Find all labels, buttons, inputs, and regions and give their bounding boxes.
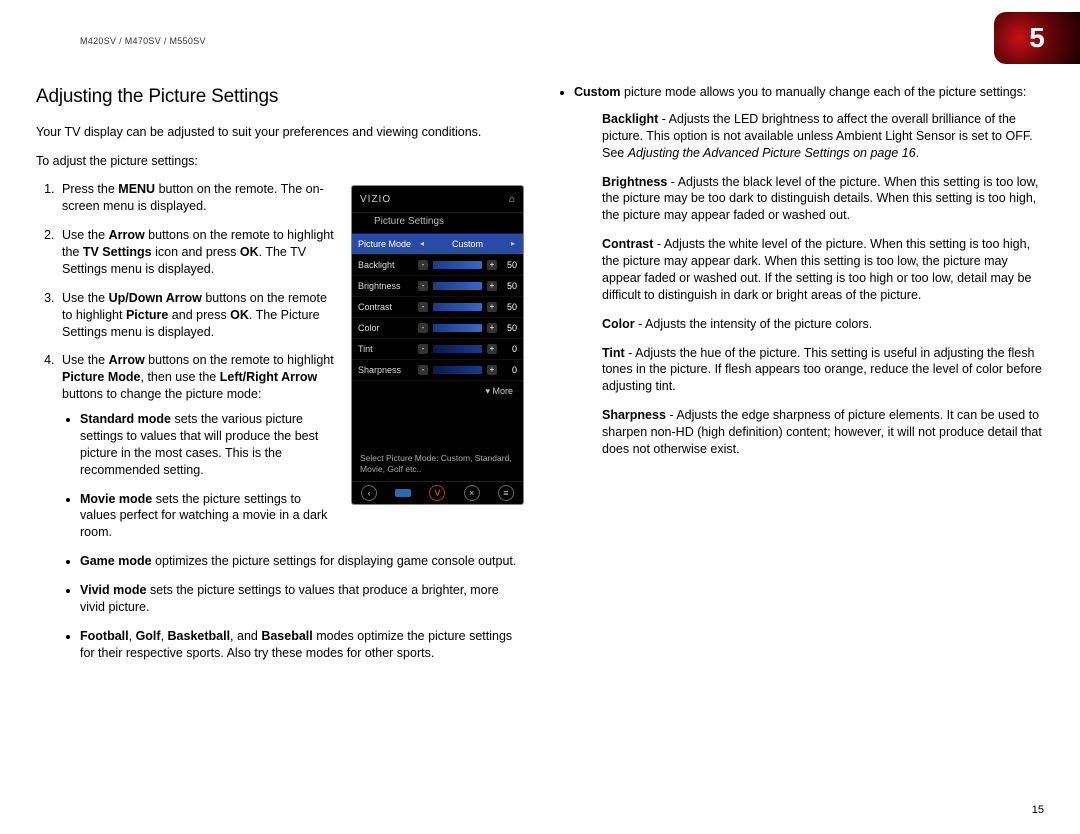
plus-icon: + xyxy=(487,302,497,312)
row-value: 50 xyxy=(501,259,517,271)
row-value: 50 xyxy=(501,301,517,313)
tv-menu-screenshot: VIZIO ⌂ Picture Settings Picture Mode ◂ … xyxy=(351,185,524,505)
row-label: Contrast xyxy=(358,301,414,313)
minus-icon: - xyxy=(418,260,428,270)
slider-bar xyxy=(432,344,483,354)
content-columns: Adjusting the Picture Settings Your TV d… xyxy=(36,84,1044,794)
minus-icon: - xyxy=(418,302,428,312)
close-icon: × xyxy=(464,485,480,501)
plus-icon: + xyxy=(487,260,497,270)
screenshot-bottom-bar: ‹ V × ≡ xyxy=(352,481,523,504)
row-label: Tint xyxy=(358,343,414,355)
setting-sharpness: Sharpness - Adjusts the edge sharpness o… xyxy=(602,407,1044,458)
screenshot-hint: Select Picture Mode: Custom, Standard, M… xyxy=(360,453,515,474)
minus-icon: - xyxy=(418,281,428,291)
intro-paragraph: Your TV display can be adjusted to suit … xyxy=(36,124,524,141)
wifi-icon: ⌂ xyxy=(509,193,515,207)
page-number: 15 xyxy=(1032,804,1044,816)
more-label: More xyxy=(492,386,513,396)
custom-mode-list: Custom picture mode allows you to manual… xyxy=(556,84,1044,101)
row-value: 0 xyxy=(501,364,517,376)
custom-mode-intro: Custom picture mode allows you to manual… xyxy=(574,84,1044,101)
slider-bar xyxy=(432,281,483,291)
screenshot-row: Brightness - + 50 xyxy=(352,276,523,297)
picture-mode-value: Custom xyxy=(430,238,505,250)
screenshot-row: Contrast - + 50 xyxy=(352,297,523,318)
row-label: Sharpness xyxy=(358,364,414,376)
header-model-line: M420SV / M470SV / M550SV xyxy=(80,36,206,46)
left-column: Adjusting the Picture Settings Your TV d… xyxy=(36,84,524,794)
right-arrow-icon: ▸ xyxy=(509,239,517,250)
row-label: Backlight xyxy=(358,259,414,271)
v-icon: V xyxy=(429,485,445,501)
screenshot-brand: VIZIO xyxy=(360,193,391,207)
row-label: Brightness xyxy=(358,280,414,292)
slider-bar xyxy=(432,365,483,375)
section-title: Adjusting the Picture Settings xyxy=(36,84,524,110)
slider-bar xyxy=(432,260,483,270)
screenshot-row-picture-mode: Picture Mode ◂ Custom ▸ xyxy=(352,234,523,255)
row-value: 50 xyxy=(501,322,517,334)
minus-icon: - xyxy=(418,344,428,354)
screenshot-subtitle: Picture Settings xyxy=(352,213,523,234)
setting-color: Color - Adjusts the intensity of the pic… xyxy=(602,316,1044,333)
screenshot-more: ▾ More xyxy=(352,381,523,397)
screenshot-row: Tint - + 0 xyxy=(352,339,523,360)
menu-icon: ≡ xyxy=(498,485,514,501)
back-icon: ‹ xyxy=(361,485,377,501)
left-arrow-icon: ◂ xyxy=(418,239,426,250)
minus-icon: - xyxy=(418,323,428,333)
screenshot-row: Sharpness - + 0 xyxy=(352,360,523,381)
chapter-number: 5 xyxy=(1029,22,1045,54)
right-column: Custom picture mode allows you to manual… xyxy=(556,84,1044,794)
plus-icon: + xyxy=(487,323,497,333)
wide-icon xyxy=(395,489,411,497)
lead-paragraph: To adjust the picture settings: xyxy=(36,153,524,170)
row-value: 50 xyxy=(501,280,517,292)
setting-contrast: Contrast - Adjusts the white level of th… xyxy=(602,236,1044,304)
screenshot-row: Color - + 50 xyxy=(352,318,523,339)
slider-bar xyxy=(432,323,483,333)
row-label: Color xyxy=(358,322,414,334)
minus-icon: - xyxy=(418,365,428,375)
row-value: 0 xyxy=(501,343,517,355)
mode-game: Game mode optimizes the picture settings… xyxy=(80,553,524,570)
plus-icon: + xyxy=(487,281,497,291)
setting-brightness: Brightness - Adjusts the black level of … xyxy=(602,174,1044,225)
plus-icon: + xyxy=(487,344,497,354)
slider-bar xyxy=(432,302,483,312)
mode-sports: Football, Golf, Basketball, and Baseball… xyxy=(80,628,524,662)
setting-tint: Tint - Adjusts the hue of the picture. T… xyxy=(602,345,1044,396)
plus-icon: + xyxy=(487,365,497,375)
mode-vivid: Vivid mode sets the picture settings to … xyxy=(80,582,524,616)
screenshot-row: Backlight - + 50 xyxy=(352,255,523,276)
picture-mode-label: Picture Mode xyxy=(358,238,414,250)
screenshot-header: VIZIO ⌂ xyxy=(352,186,523,213)
setting-backlight: Backlight - Adjusts the LED brightness t… xyxy=(602,111,1044,162)
chapter-tab: 5 xyxy=(994,12,1080,64)
